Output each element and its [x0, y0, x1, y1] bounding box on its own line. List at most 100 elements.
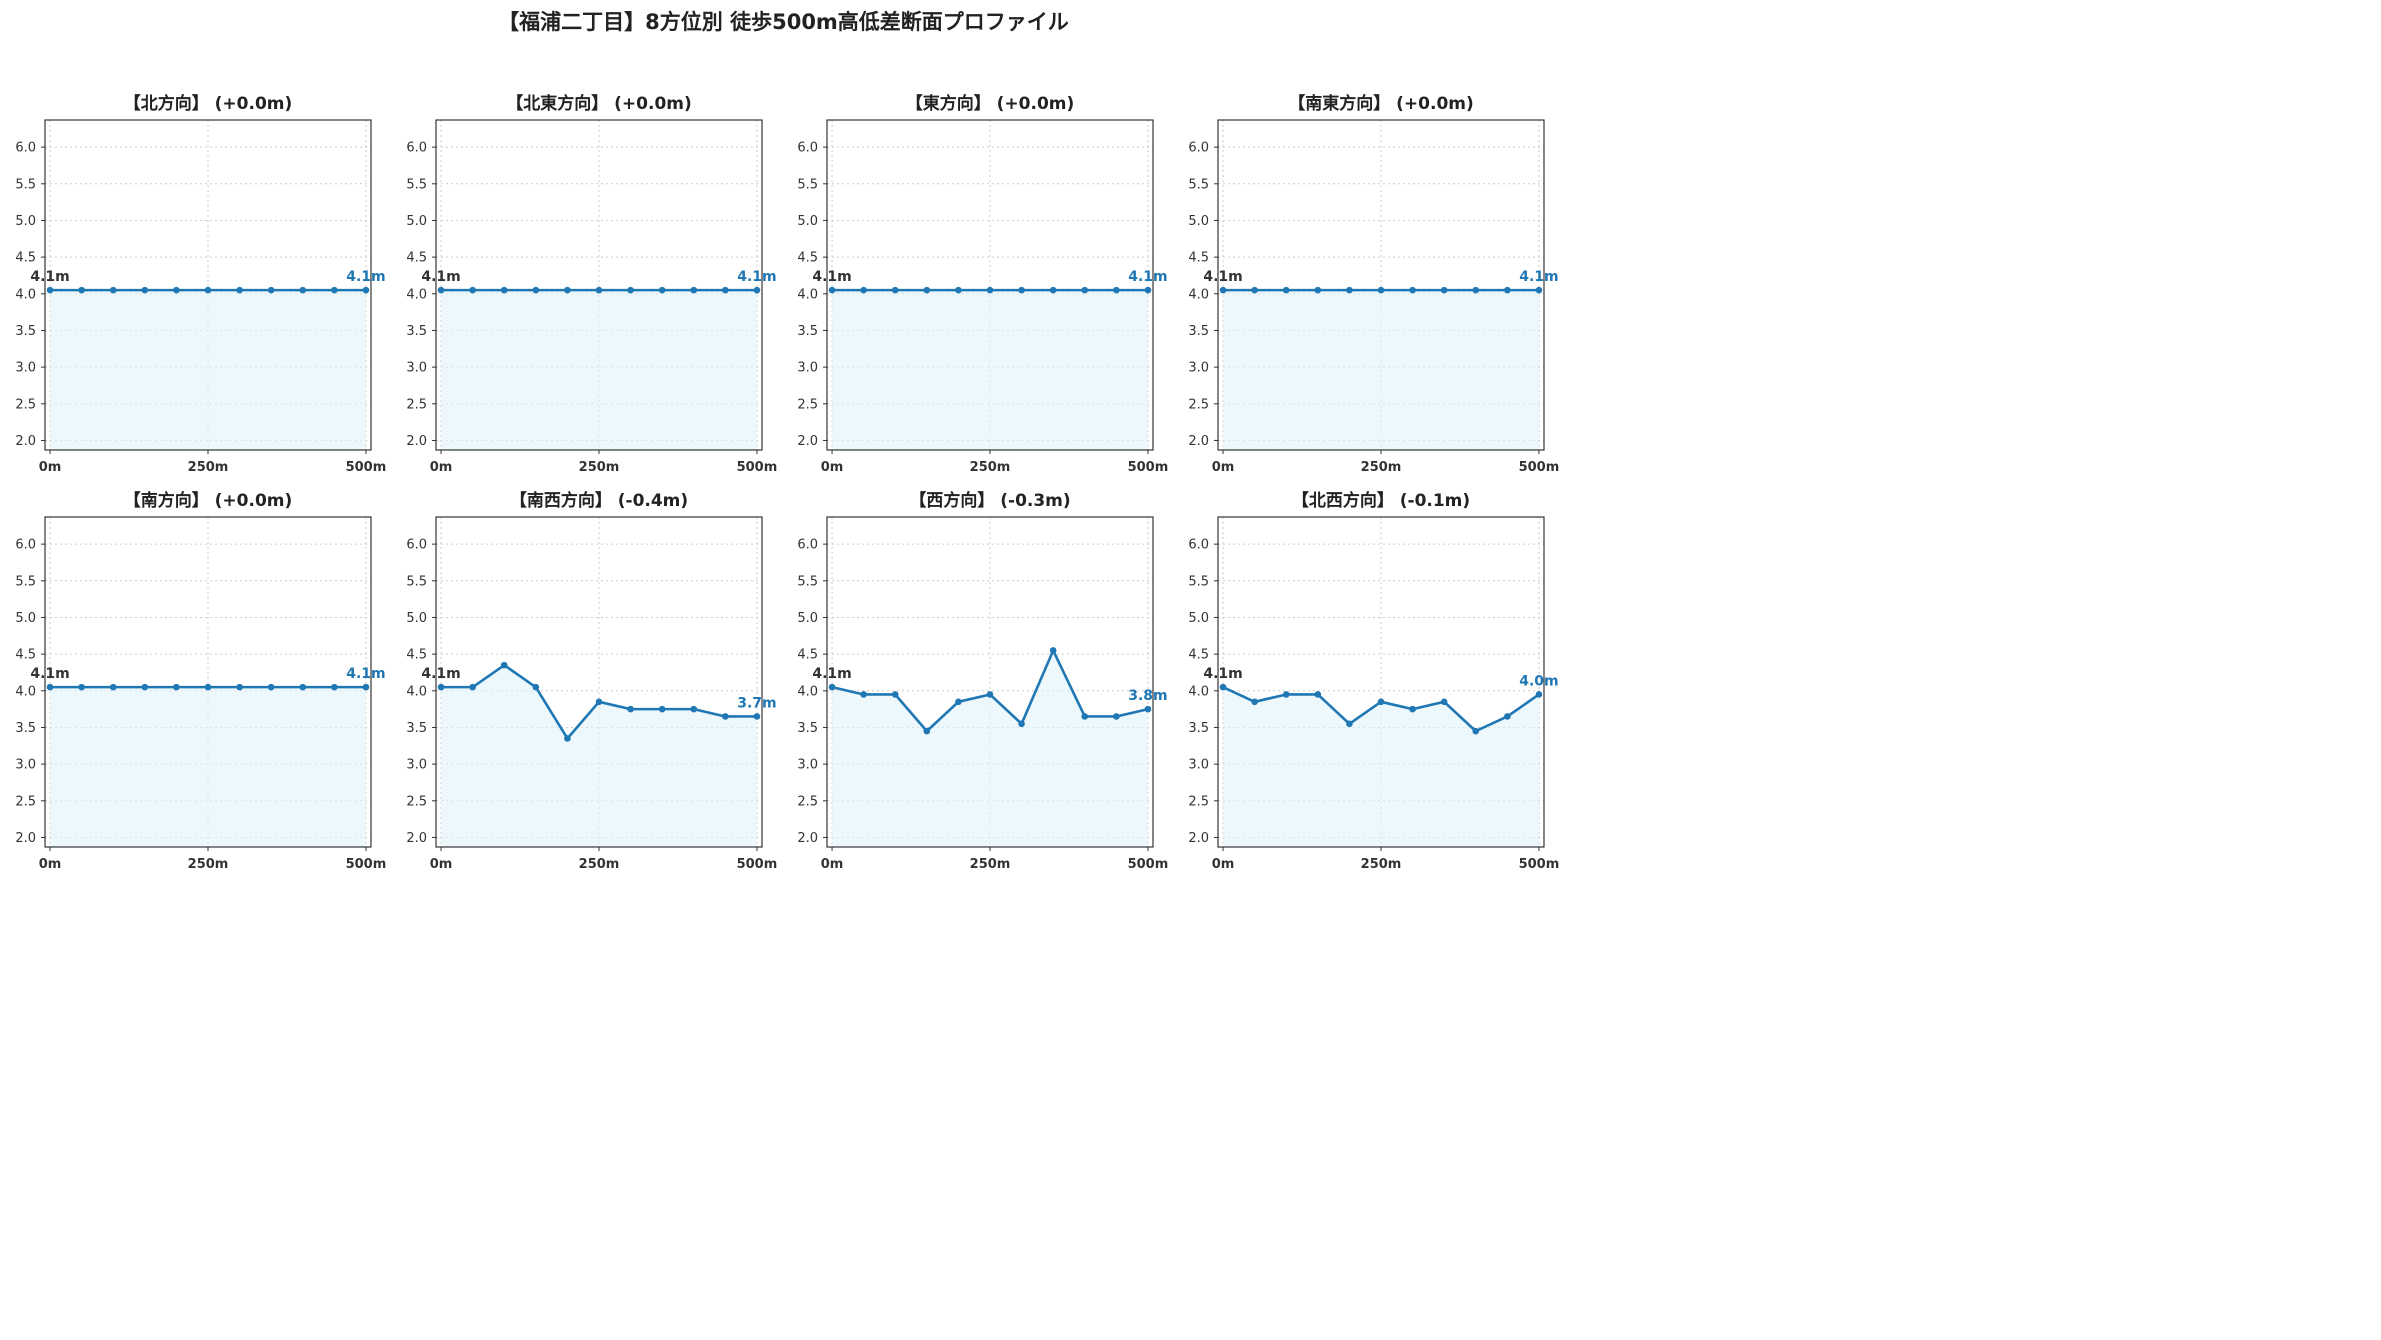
data-point — [955, 698, 962, 706]
y-tick-label: 3.0 — [797, 758, 818, 773]
end-elevation-label: 4.1m — [737, 269, 776, 285]
x-tick-label: 0m — [1212, 460, 1235, 475]
data-point — [1049, 286, 1057, 294]
y-tick-label: 4.5 — [1188, 648, 1209, 663]
plot-frame — [1217, 516, 1545, 848]
data-point — [532, 286, 540, 294]
y-tick-label: 3.0 — [1188, 361, 1209, 376]
y-tick-label: 3.5 — [797, 721, 818, 736]
data-point — [1472, 727, 1480, 735]
plot-frame — [435, 119, 763, 451]
y-tick-label: 6.0 — [1188, 538, 1209, 553]
plot-frame — [435, 516, 763, 848]
data-point — [500, 286, 508, 294]
data-point — [1219, 286, 1227, 294]
x-tick-label: 250m — [970, 857, 1011, 872]
data-point — [141, 683, 149, 691]
y-tick-label: 5.0 — [797, 611, 818, 626]
y-tick-label: 5.5 — [1188, 574, 1209, 589]
data-point — [299, 286, 307, 294]
x-tick-label: 0m — [430, 857, 453, 872]
end-elevation-label: 4.1m — [1519, 269, 1558, 285]
data-point — [78, 683, 85, 691]
data-point — [658, 705, 666, 713]
y-tick-label: 5.0 — [15, 214, 36, 229]
y-tick-label: 2.0 — [1188, 831, 1209, 846]
y-tick-label: 4.5 — [797, 648, 818, 663]
y-tick-label: 3.5 — [1188, 721, 1209, 736]
data-point — [236, 683, 243, 691]
data-point — [1377, 286, 1385, 294]
data-point — [46, 286, 54, 294]
y-tick-label: 2.5 — [1188, 794, 1209, 809]
y-tick-label: 2.0 — [406, 434, 427, 449]
area-fill — [832, 650, 1148, 847]
data-point — [955, 286, 962, 294]
area-fill — [1223, 290, 1539, 450]
data-point — [1346, 286, 1353, 294]
data-point — [109, 286, 117, 294]
data-point — [986, 286, 994, 294]
y-tick-label: 2.0 — [15, 831, 36, 846]
y-tick-label: 5.5 — [1188, 177, 1209, 192]
data-point — [469, 286, 476, 294]
data-point — [923, 286, 931, 294]
data-point — [1251, 286, 1258, 294]
data-point — [532, 683, 540, 691]
data-point — [722, 713, 729, 720]
x-tick-label: 500m — [1128, 460, 1169, 475]
y-tick-label: 4.5 — [1188, 251, 1209, 266]
y-tick-label: 5.5 — [797, 574, 818, 589]
y-tick-label: 3.0 — [797, 361, 818, 376]
data-point — [173, 683, 180, 691]
panel-5: 【南西方向】 (-0.4m) 2.0 2.5 3.0 3.5 4.0 4.5 5.0 5.5 6.… — [406, 490, 777, 872]
y-tick-label: 2.5 — [15, 794, 36, 809]
y-tick-label: 6.0 — [15, 141, 36, 156]
profile-charts: 【北方向】 (+0.0m) 2.0 2.5 3.0 3.5 4.0 4.5 5.0 5.5 6.0… — [15, 93, 1560, 872]
y-tick-label: 6.0 — [797, 141, 818, 156]
y-tick-label: 3.5 — [1188, 324, 1209, 339]
data-point — [860, 286, 867, 294]
plot-frame — [1217, 119, 1545, 451]
y-tick-label: 4.0 — [15, 684, 36, 699]
x-tick-label: 0m — [430, 460, 453, 475]
panel-0: 【北方向】 (+0.0m) 2.0 2.5 3.0 3.5 4.0 4.5 5.0 5.5 6.0… — [15, 93, 386, 475]
data-point — [923, 727, 931, 735]
data-point — [1504, 286, 1511, 294]
data-point — [1113, 713, 1120, 720]
panel-3: 【南東方向】 (+0.0m) 2.0 2.5 3.0 3.5 4.0 4.5 5.0 5.5 6.… — [1188, 93, 1559, 475]
y-tick-label: 6.0 — [15, 538, 36, 553]
data-point — [500, 661, 508, 669]
data-point — [1472, 286, 1480, 294]
start-elevation-label: 4.1m — [30, 269, 69, 285]
data-point — [204, 286, 212, 294]
area-fill — [441, 665, 757, 847]
panel-title: 【北東方向】 (+0.0m) — [506, 93, 692, 114]
plot-frame — [826, 119, 1154, 451]
panel-title: 【南方向】 (+0.0m) — [124, 490, 293, 511]
y-tick-label: 4.5 — [406, 251, 427, 266]
panel-title: 【西方向】 (-0.3m) — [909, 490, 1070, 511]
y-tick-label: 4.0 — [15, 287, 36, 302]
data-point — [595, 286, 603, 294]
data-point — [78, 286, 85, 294]
data-point — [331, 683, 338, 691]
x-tick-label: 500m — [1519, 857, 1560, 872]
panel-title: 【北方向】 (+0.0m) — [124, 93, 293, 114]
panel-1: 【北東方向】 (+0.0m) 2.0 2.5 3.0 3.5 4.0 4.5 5.0 5.5 6.… — [406, 93, 777, 475]
y-tick-label: 3.0 — [406, 361, 427, 376]
y-tick-label: 4.0 — [406, 684, 427, 699]
y-tick-label: 3.5 — [15, 721, 36, 736]
y-tick-label: 3.0 — [406, 758, 427, 773]
data-point — [627, 286, 634, 294]
data-point — [331, 286, 338, 294]
y-tick-label: 2.0 — [797, 831, 818, 846]
x-tick-label: 250m — [579, 857, 620, 872]
end-elevation-label: 4.1m — [346, 269, 385, 285]
panel-title: 【南西方向】 (-0.4m) — [510, 490, 688, 511]
end-elevation-label: 4.1m — [346, 666, 385, 682]
plot-frame — [826, 516, 1154, 848]
x-tick-label: 250m — [1361, 460, 1402, 475]
panel-title: 【北西方向】 (-0.1m) — [1292, 490, 1470, 511]
x-tick-label: 0m — [39, 460, 62, 475]
